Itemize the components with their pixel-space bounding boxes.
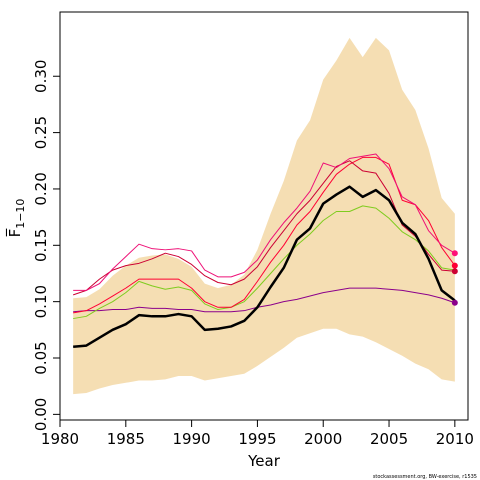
x-tick-label: 1985: [107, 430, 145, 448]
svg-text:F̅1−10: F̅1−10: [5, 199, 27, 238]
plot-frame: [59, 11, 469, 421]
x-tick-label: 2000: [304, 430, 342, 448]
series-line: [73, 153, 456, 291]
series-end-point: [451, 250, 458, 257]
series-line: [73, 205, 455, 320]
y-axis-label-main: F̅: [5, 228, 24, 238]
y-tick-label: 0.10: [32, 285, 50, 318]
x-tick-label: 2010: [436, 430, 474, 448]
y-tick-label: 0.00: [32, 398, 50, 431]
series-layer: [72, 153, 456, 348]
series-end-point: [451, 268, 458, 275]
x-tick-label: 2005: [370, 430, 408, 448]
series-line: [72, 160, 455, 296]
series-end-point: [451, 299, 458, 306]
y-axis-label: F̅1−10: [5, 199, 27, 238]
x-tick-label: 1990: [173, 430, 211, 448]
confidence-band: [73, 37, 455, 395]
series-line: [73, 287, 456, 313]
series-line: [73, 185, 456, 348]
y-tick-label: 0.15: [32, 229, 50, 262]
series-end-point: [451, 262, 458, 269]
series-line: [73, 156, 456, 314]
x-axis-label: Year: [247, 452, 281, 470]
y-tick-label: 0.30: [32, 60, 50, 93]
y-tick-label: 0.25: [32, 116, 50, 149]
credit-text: stockassessment.org, BW-exercise, r1535: [373, 474, 477, 480]
x-axis: 1980 1985 1990 1995 2000 2005 2010: [41, 420, 474, 448]
end-marker-layer: [451, 250, 458, 306]
y-tick-label: 0.05: [32, 341, 50, 374]
y-tick-label: 0.20: [32, 172, 50, 205]
x-tick-label: 1995: [238, 430, 276, 448]
y-axis: 0.00 0.05 0.10 0.15 0.20 0.25 0.30: [32, 60, 60, 431]
confidence-band-layer: [73, 37, 455, 395]
x-tick-label: 1980: [41, 430, 79, 448]
y-axis-label-subscript: 1−10: [14, 199, 27, 229]
